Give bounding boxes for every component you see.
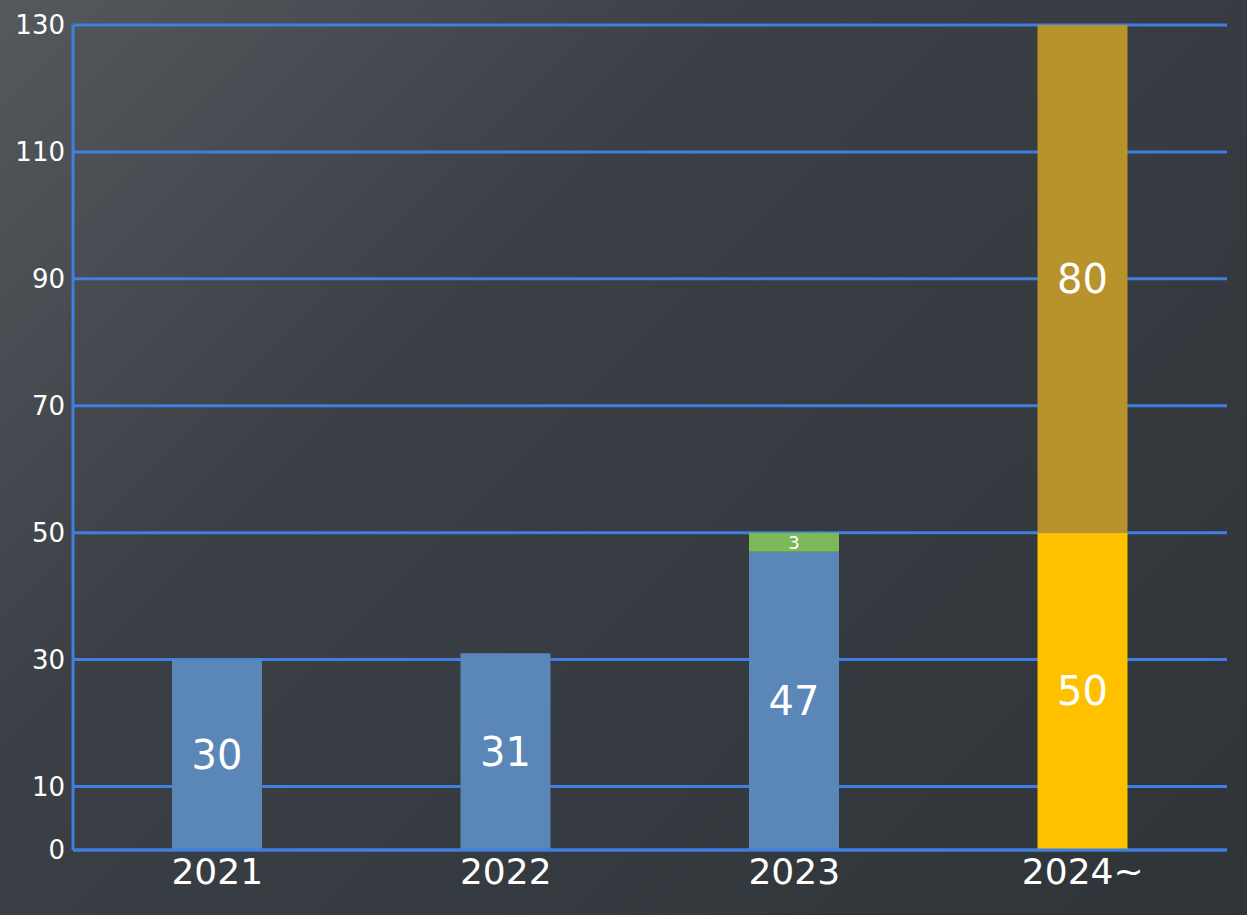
svg-text:110: 110	[15, 137, 65, 167]
svg-text:30: 30	[32, 645, 65, 675]
svg-text:50: 50	[32, 518, 65, 548]
svg-text:47: 47	[769, 678, 820, 724]
svg-text:3: 3	[788, 532, 799, 553]
svg-text:2023: 2023	[748, 851, 840, 892]
svg-text:0: 0	[48, 835, 65, 865]
svg-text:2022: 2022	[460, 851, 552, 892]
svg-text:31: 31	[480, 729, 531, 775]
svg-text:130: 130	[15, 10, 65, 40]
svg-text:70: 70	[32, 391, 65, 421]
svg-text:2021: 2021	[171, 851, 263, 892]
svg-text:80: 80	[1057, 256, 1108, 302]
svg-text:50: 50	[1057, 668, 1108, 714]
svg-text:90: 90	[32, 264, 65, 294]
svg-text:2024~: 2024~	[1022, 851, 1144, 892]
svg-text:10: 10	[32, 772, 65, 802]
svg-text:30: 30	[192, 732, 243, 778]
